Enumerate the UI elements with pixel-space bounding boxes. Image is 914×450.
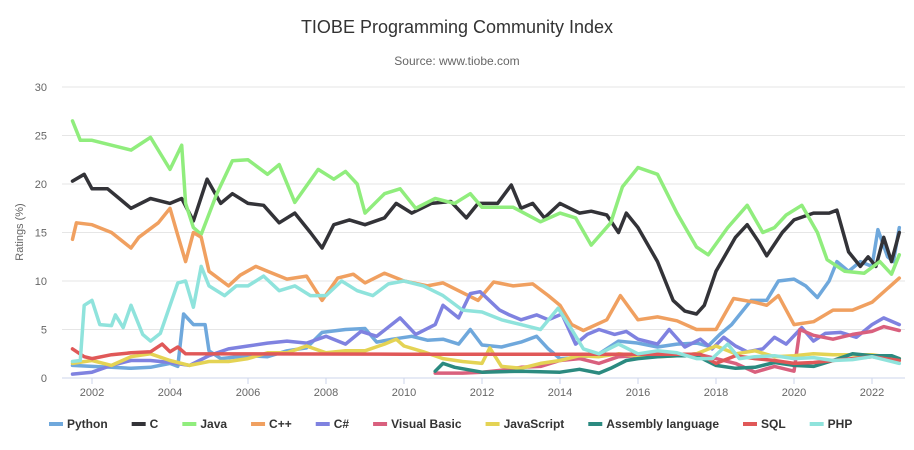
chart-title: TIOBE Programming Community Index (301, 17, 613, 37)
series-line-python[interactable] (70, 225, 902, 371)
legend-swatch (743, 422, 757, 426)
legend: Python C Java C++ C# Visual Basic JavaScript As… (49, 417, 852, 431)
legend-item[interactable]: C# (315, 417, 350, 431)
legend-label: Assembly language (606, 417, 719, 431)
legend-item[interactable]: Visual Basic (373, 417, 462, 431)
x-tick-label: 2014 (548, 387, 572, 399)
legend-item[interactable]: SQL (743, 417, 786, 431)
y-axis-labels: 0 5 10 15 20 25 30 (35, 82, 47, 385)
legend-swatch (809, 422, 824, 426)
series-line-sql[interactable] (70, 342, 902, 366)
legend-label: Python (67, 417, 108, 431)
legend-item[interactable]: JavaScript (485, 417, 565, 431)
grid (62, 86, 905, 379)
legend-item[interactable]: PHP (809, 417, 853, 431)
legend-swatch (251, 422, 266, 426)
legend-swatch (588, 422, 603, 426)
x-tick-label: 2022 (860, 387, 884, 399)
legend-swatch (49, 422, 63, 426)
x-tick-label: 2004 (158, 387, 182, 399)
series-line-assembly-language[interactable] (433, 352, 902, 375)
legend-swatch (182, 422, 197, 426)
legend-label: SQL (761, 417, 786, 431)
chart-subtitle: Source: www.tiobe.com (394, 54, 519, 68)
legend-item[interactable]: C++ (251, 417, 292, 431)
legend-item[interactable]: Java (182, 417, 227, 431)
legend-swatch (485, 422, 500, 426)
x-axis-labels: 2002 2004 2006 2008 2010 2012 2014 2016 2018 2020… (80, 378, 884, 399)
series-line-php[interactable] (70, 264, 902, 366)
x-tick-label: 2016 (626, 387, 650, 399)
series-line-c-[interactable] (70, 289, 902, 376)
legend-swatch (373, 422, 388, 426)
y-tick-label: 0 (41, 373, 47, 385)
legend-label: Java (200, 417, 227, 431)
legend-item[interactable]: C (131, 417, 159, 431)
x-tick-label: 2018 (704, 387, 728, 399)
series-line-javascript[interactable] (70, 337, 902, 371)
y-tick-label: 30 (35, 82, 47, 94)
legend-label: C# (334, 417, 350, 431)
legend-label: PHP (828, 417, 853, 431)
y-tick-label: 20 (35, 179, 47, 191)
x-tick-label: 2008 (314, 387, 338, 399)
legend-swatch (315, 422, 330, 426)
y-axis-title: Ratings (%) (14, 203, 26, 260)
legend-item[interactable]: Python (49, 417, 108, 431)
series-lines (70, 119, 902, 376)
series-line-java[interactable] (70, 119, 902, 276)
series-line-c[interactable] (70, 172, 902, 316)
legend-label: C++ (269, 417, 292, 431)
y-tick-label: 10 (35, 276, 47, 288)
x-tick-label: 2002 (80, 387, 104, 399)
x-tick-label: 2006 (236, 387, 260, 399)
y-tick-label: 25 (35, 131, 47, 143)
x-tick-label: 2020 (782, 387, 806, 399)
y-tick-label: 15 (35, 228, 47, 240)
legend-label: JavaScript (504, 417, 565, 431)
x-tick-label: 2012 (470, 387, 494, 399)
legend-item[interactable]: Assembly language (588, 417, 719, 431)
series-line-c-[interactable] (70, 206, 902, 333)
legend-label: C (150, 417, 159, 431)
legend-label: Visual Basic (391, 417, 462, 431)
legend-swatch (131, 422, 146, 426)
x-tick-label: 2010 (392, 387, 416, 399)
y-tick-label: 5 (41, 325, 47, 337)
